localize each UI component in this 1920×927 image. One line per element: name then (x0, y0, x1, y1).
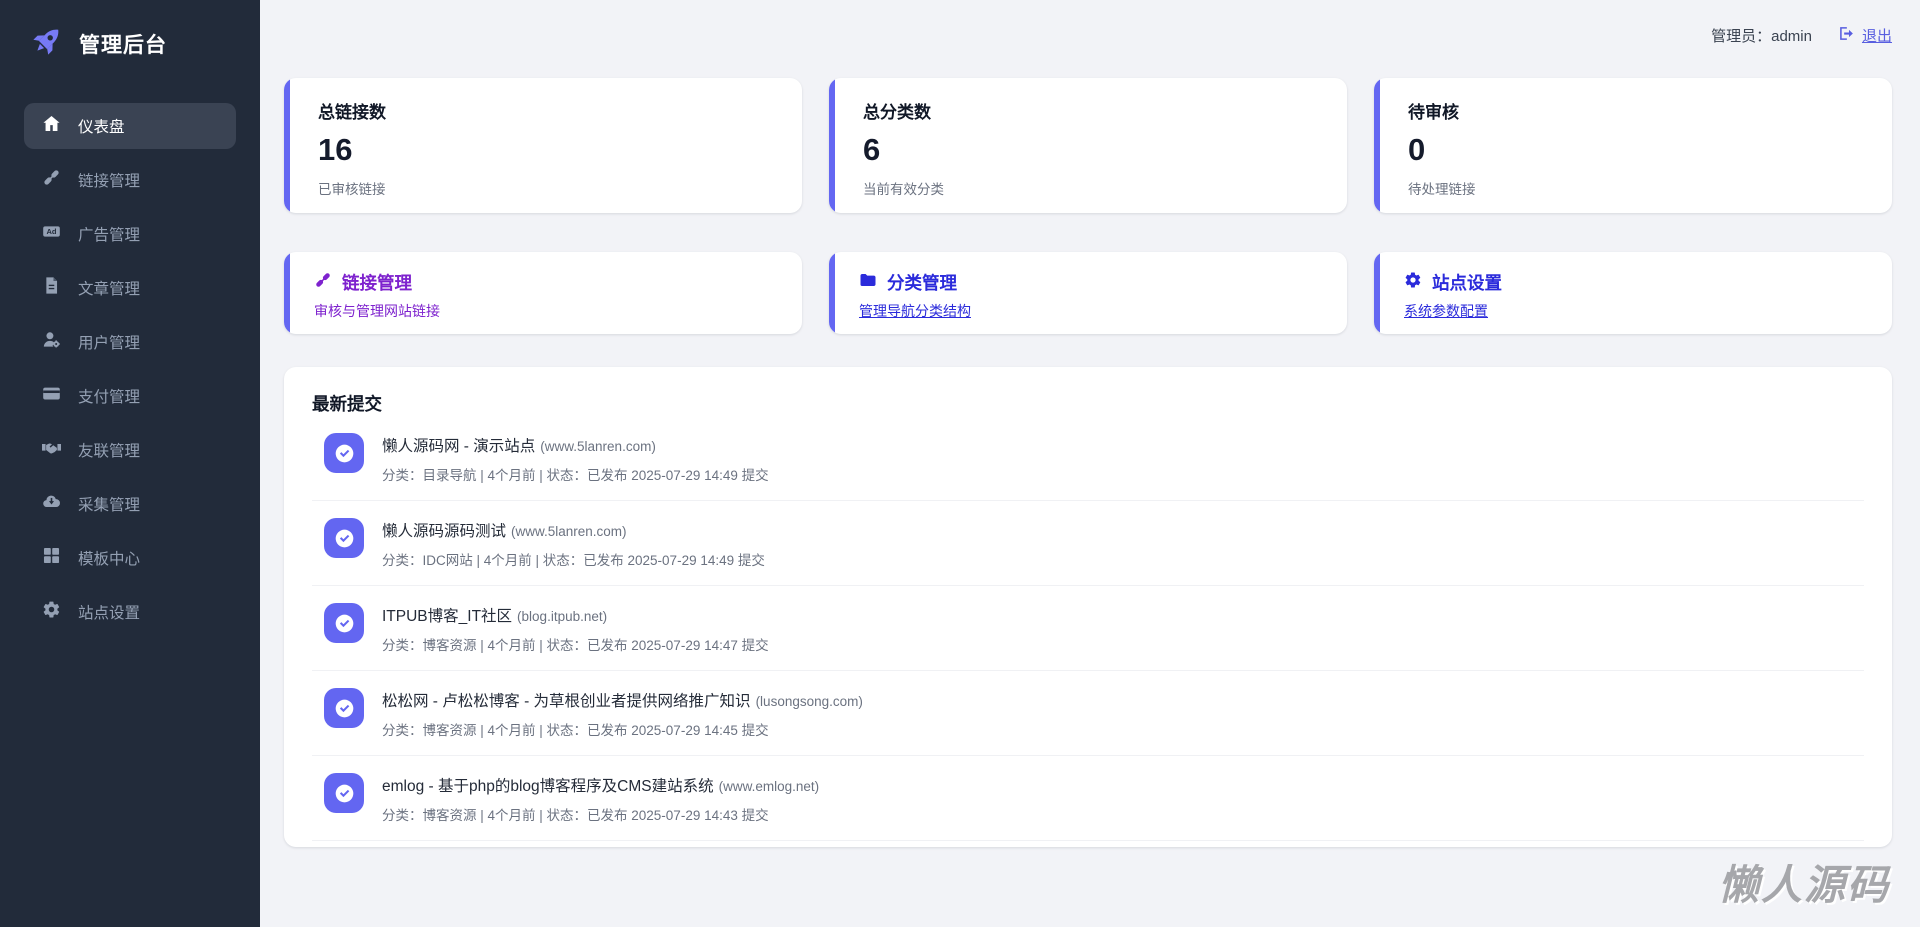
sidebar-item-friend-links[interactable]: 友联管理 (24, 427, 236, 473)
item-title: 懒人源码源码测试 (382, 523, 507, 540)
circle-check-icon (324, 518, 364, 558)
item-title: 懒人源码网 - 演示站点 (382, 438, 536, 455)
item-meta: 分类：目录导航 | 4个月前 | 状态：已发布 2025-07-29 14:49… (382, 468, 769, 483)
item-meta: 分类：博客资源 | 4个月前 | 状态：已发布 2025-07-29 14:47… (382, 638, 769, 653)
stat-value: 0 (1408, 132, 1426, 167)
shortcut-row: 链接管理 审核与管理网站链接 分类管理 管理导航分类结构 站点设置 系统参数配置 (284, 252, 1892, 334)
watermark: 懒人源码 (1718, 862, 1890, 908)
stat-subtitle: 待处理链接 (1408, 182, 1476, 197)
sidebar-item-templates[interactable]: 模板中心 (24, 535, 236, 581)
shortcut-site-settings[interactable]: 站点设置 (1404, 270, 1864, 295)
item-domain: (www.5lanren.com) (511, 524, 627, 539)
logout-link[interactable]: 退出 (1838, 25, 1892, 46)
item-domain: (blog.itpub.net) (517, 609, 608, 624)
item-domain: (www.emlog.net) (718, 779, 820, 794)
sidebar-item-articles[interactable]: 文章管理 (24, 265, 236, 311)
shortcut-category-management-sub[interactable]: 管理导航分类结构 (859, 303, 971, 319)
stat-value: 6 (863, 132, 881, 167)
item-title: ITPUB博客_IT社区 (382, 608, 513, 625)
circle-check-icon (324, 433, 364, 473)
sidebar-item-ads[interactable]: Ad 广告管理 (24, 211, 236, 257)
item-meta: 分类：IDC网站 | 4个月前 | 状态：已发布 2025-07-29 14:4… (382, 553, 765, 568)
rocket-icon (30, 24, 64, 63)
gear-icon (1404, 271, 1422, 294)
topbar: 管理员：admin 退出 (284, 0, 1892, 70)
stat-card-pending: 待审核 0 待处理链接 (1374, 78, 1892, 213)
handshake-icon (42, 438, 61, 462)
ad-badge-icon: Ad (42, 222, 61, 246)
shortcut-link-management-sub[interactable]: 审核与管理网站链接 (314, 303, 440, 319)
circle-check-icon (324, 603, 364, 643)
app-logo: 管理后台 (0, 0, 260, 83)
shortcut-card-links: 链接管理 审核与管理网站链接 (284, 252, 802, 334)
list-item: ITPUB博客_IT社区 (blog.itpub.net) 分类：博客资源 | 4… (312, 586, 1864, 671)
credit-card-icon (42, 384, 61, 408)
item-domain: (lusongsong.com) (755, 694, 863, 709)
stats-row: 总链接数 16 已审核链接 总分类数 6 当前有效分类 待审核 0 待处理链接 (284, 78, 1892, 213)
article-icon (42, 276, 61, 300)
circle-check-icon (324, 688, 364, 728)
cloud-download-icon (42, 492, 61, 516)
shortcut-category-management[interactable]: 分类管理 (859, 270, 1319, 295)
stat-title: 待审核 (1408, 103, 1459, 122)
sidebar-item-links[interactable]: 链接管理 (24, 157, 236, 203)
sidebar-item-users[interactable]: 用户管理 (24, 319, 236, 365)
recent-submissions-panel: 最新提交 懒人源码网 - 演示站点 (www.5lanren.com) 分类：目录… (284, 367, 1892, 847)
panel-title: 最新提交 (312, 394, 382, 414)
item-title: emlog - 基于php的blog博客程序及CMS建站系统 (382, 778, 714, 795)
user-gear-icon (42, 330, 61, 354)
list-item: 懒人源码网 - 演示站点 (www.5lanren.com) 分类：目录导航 | … (312, 416, 1864, 501)
stat-card-total-categories: 总分类数 6 当前有效分类 (829, 78, 1347, 213)
item-meta: 分类：博客资源 | 4个月前 | 状态：已发布 2025-07-29 14:45… (382, 723, 769, 738)
logout-label: 退出 (1861, 27, 1892, 45)
sidebar-item-dashboard[interactable]: 仪表盘 (24, 103, 236, 149)
shortcut-card-categories: 分类管理 管理导航分类结构 (829, 252, 1347, 334)
app-title: 管理后台 (79, 33, 167, 57)
stat-value: 16 (318, 132, 353, 167)
link-icon (42, 168, 61, 192)
stat-title: 总链接数 (318, 103, 386, 122)
sidebar: 管理后台 仪表盘 链接管理 Ad 广告管理 文章管理 用户管理 支付管理 友 (0, 0, 260, 927)
svg-text:Ad: Ad (46, 227, 56, 236)
home-icon (42, 114, 61, 138)
stat-subtitle: 已审核链接 (318, 182, 386, 197)
stat-subtitle: 当前有效分类 (863, 182, 944, 197)
item-title: 松松网 - 卢松松博客 - 为草根创业者提供网络推广知识 (382, 693, 751, 710)
stat-card-total-links: 总链接数 16 已审核链接 (284, 78, 802, 213)
item-meta: 分类：博客资源 | 4个月前 | 状态：已发布 2025-07-29 14:43… (382, 808, 769, 823)
shortcut-site-settings-sub[interactable]: 系统参数配置 (1404, 303, 1488, 319)
sidebar-menu: 仪表盘 链接管理 Ad 广告管理 文章管理 用户管理 支付管理 友联管理 采集管 (0, 83, 260, 635)
gear-icon (42, 600, 61, 624)
list-item: 松松网 - 卢松松博客 - 为草根创业者提供网络推广知识 (lusongsong.… (312, 671, 1864, 756)
shortcut-card-settings: 站点设置 系统参数配置 (1374, 252, 1892, 334)
sidebar-item-collect[interactable]: 采集管理 (24, 481, 236, 527)
stat-title: 总分类数 (863, 103, 931, 122)
item-domain: (www.5lanren.com) (540, 439, 656, 454)
admin-label: 管理员：admin (1711, 27, 1812, 45)
folder-icon (859, 271, 877, 294)
list-item: 懒人源码源码测试 (www.5lanren.com) 分类：IDC网站 | 4个月… (312, 501, 1864, 586)
grid-icon (42, 546, 61, 570)
list-item: emlog - 基于php的blog博客程序及CMS建站系统 (www.emlog… (312, 756, 1864, 841)
link-icon (314, 271, 332, 294)
shortcut-link-management[interactable]: 链接管理 (314, 270, 774, 295)
main-content: 管理员：admin 退出 总链接数 16 已审核链接 总分类数 6 当前有效分类… (260, 0, 1920, 927)
sidebar-item-payments[interactable]: 支付管理 (24, 373, 236, 419)
sidebar-item-site-settings[interactable]: 站点设置 (24, 589, 236, 635)
circle-check-icon (324, 773, 364, 813)
sign-out-icon (1838, 25, 1855, 46)
